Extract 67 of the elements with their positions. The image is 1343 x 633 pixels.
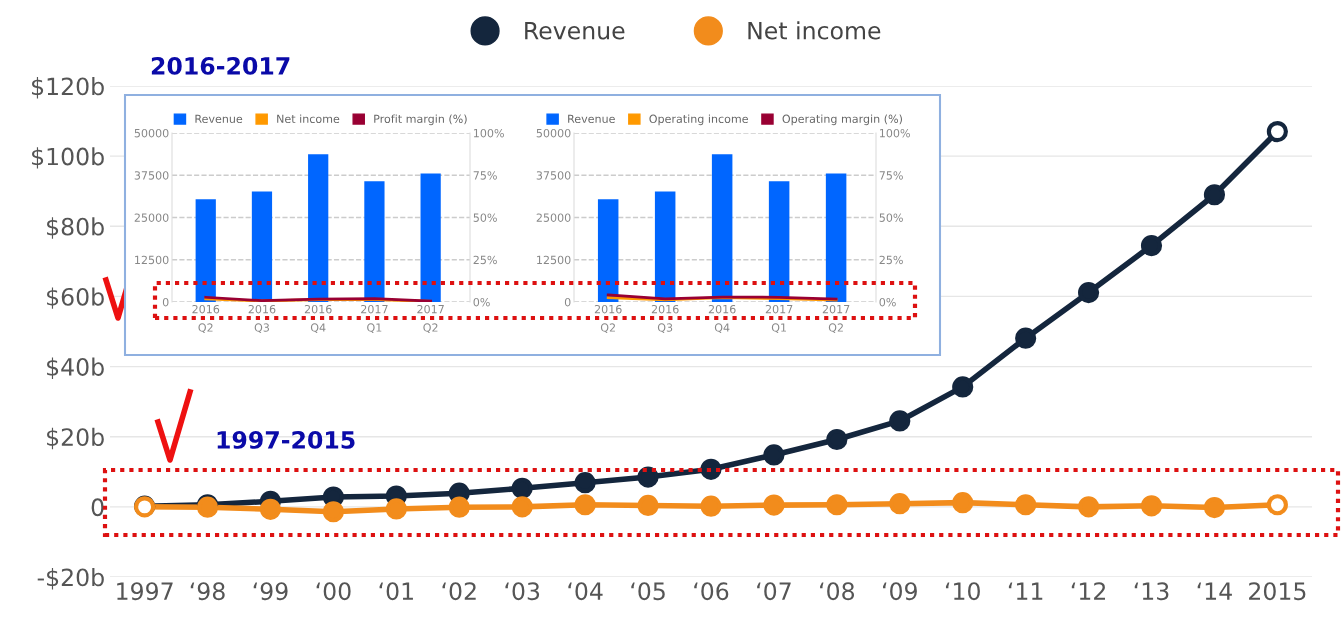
y2-tick-label: 50%	[879, 213, 903, 222]
y-tick-label: 25000	[134, 213, 169, 222]
x-tick-label: ‘00	[316, 582, 351, 601]
x-tick-label: 1997	[117, 582, 173, 601]
x-tick-label: 2017 Q1	[765, 304, 793, 333]
x-tick-label: ‘09	[883, 582, 917, 601]
y-tick-label: 25000	[536, 213, 571, 222]
y2-tick-label: 0%	[879, 297, 896, 307]
x-tick-label: 2017 Q1	[361, 304, 388, 333]
y2-tick-label: 25%	[879, 255, 903, 265]
y2-tick-label: 75%	[473, 171, 497, 180]
x-tick-label: 2016 Q2	[594, 304, 622, 333]
y2-tick-label: 25%	[473, 255, 497, 265]
x-tick-label: ‘03	[505, 582, 540, 601]
legend-label: Net income	[277, 114, 340, 124]
x-tick-label: ‘08	[820, 582, 855, 601]
y2-tick-label: 75%	[879, 171, 903, 180]
y-tick-label: $80b	[47, 217, 104, 239]
legend-label: Operating income	[649, 114, 748, 126]
x-tick-label: 2016 Q2	[192, 304, 220, 333]
y-tick-label: $60b	[47, 287, 104, 309]
y-tick-label: -$20b	[37, 568, 104, 590]
legend-label: Revenue	[195, 114, 243, 124]
x-tick-label: ‘02	[442, 582, 476, 601]
legend-label: Operating margin (%)	[782, 114, 902, 126]
x-tick-label: ‘10	[945, 582, 980, 601]
y-tick-label: $100b	[32, 147, 104, 169]
y-tick-label: 37500	[134, 171, 169, 180]
legend-label: Profit margin (%)	[374, 114, 467, 126]
text: 2016-2017	[151, 56, 290, 75]
y-tick-label: 50000	[134, 128, 169, 138]
x-tick-label: ‘05	[631, 582, 665, 601]
x-tick-label: 2016 Q4	[708, 304, 736, 333]
x-tick-label: ‘07	[757, 582, 791, 601]
x-tick-label: ‘99	[253, 582, 288, 601]
y-tick-label: 0	[91, 498, 104, 517]
y2-tick-label: 100%	[474, 128, 504, 138]
x-tick-label: ‘04	[568, 582, 603, 601]
y2-tick-label: 100%	[880, 128, 910, 138]
x-tick-label: ‘06	[694, 582, 729, 601]
y2-tick-label: 0%	[473, 297, 490, 307]
y2-tick-label: 50%	[473, 213, 497, 222]
x-tick-label: ‘01	[379, 582, 413, 601]
x-tick-label: 2016 Q4	[304, 304, 332, 333]
legend-label: Net income	[748, 21, 881, 40]
x-tick-label: 2017 Q2	[822, 304, 850, 333]
x-tick-label: 2016 Q3	[651, 304, 679, 333]
y-tick-label: 50000	[536, 128, 571, 138]
x-tick-label: ‘13	[1134, 582, 1169, 601]
legend-label: Revenue	[568, 114, 615, 124]
x-tick-label: ‘98	[190, 582, 225, 601]
x-tick-label: 2016 Q3	[248, 304, 276, 333]
x-tick-label: 2017 Q2	[417, 304, 444, 333]
y-tick-label: 12500	[135, 255, 169, 265]
annotation: 1997-2015	[217, 430, 355, 449]
y-tick-label: 12500	[537, 255, 571, 265]
x-tick-label: ‘14	[1197, 582, 1232, 600]
x-tick-label: 2015	[1249, 582, 1306, 601]
y-tick-label: $40b	[47, 357, 104, 380]
x-tick-label: ‘11	[1008, 582, 1043, 600]
legend-label: Revenue	[525, 21, 625, 40]
y-tick-label: $120b	[32, 77, 104, 99]
y-tick-label: $20b	[47, 427, 104, 450]
x-tick-label: ‘12	[1071, 582, 1105, 600]
y-tick-label: 0	[564, 297, 571, 307]
y-tick-label: 0	[162, 297, 169, 307]
y-tick-label: 37500	[536, 171, 571, 180]
